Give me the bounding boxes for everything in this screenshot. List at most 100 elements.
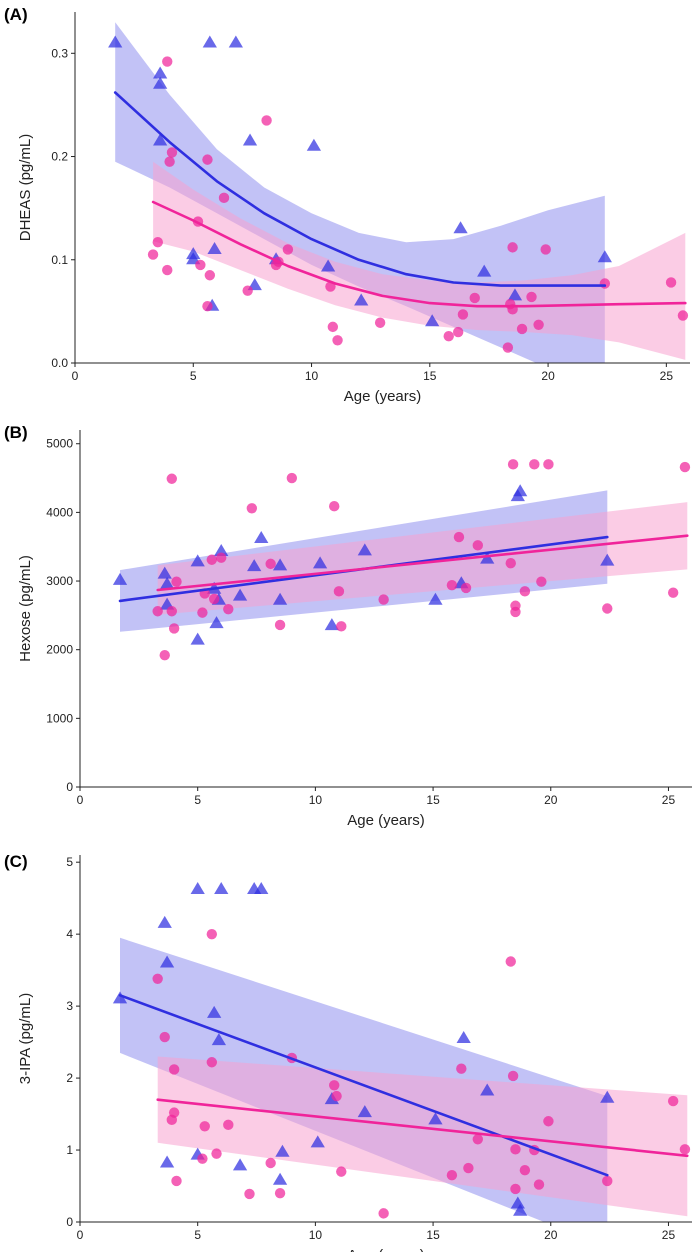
- circle-data-point: [204, 270, 216, 281]
- circle-data-point: [327, 321, 339, 333]
- circle-data-point: [329, 1080, 340, 1091]
- circle-data-point: [223, 1119, 234, 1131]
- circle-data-point: [199, 1121, 210, 1132]
- triangle-data-point: [254, 882, 269, 895]
- circle-data-point: [505, 956, 516, 967]
- circle-data-point: [206, 928, 218, 940]
- triangle-data-point: [207, 1005, 222, 1018]
- circle-series-fit-line: [151, 200, 687, 308]
- circle-data-point: [472, 1134, 483, 1145]
- x-tick-label: 10: [305, 369, 319, 383]
- circle-data-point: [378, 1208, 389, 1219]
- circle-data-point: [265, 558, 276, 570]
- triangle-series-fit-line: [118, 993, 609, 1177]
- circle-data-point: [533, 1179, 545, 1190]
- circle-data-point: [463, 1162, 474, 1174]
- triangle-data-point: [312, 556, 328, 569]
- x-tick-label: 20: [544, 1228, 558, 1242]
- circle-data-point: [206, 1057, 218, 1068]
- circle-data-point: [679, 461, 691, 473]
- triangle-data-point: [207, 241, 222, 254]
- triangle-data-point: [320, 259, 336, 272]
- triangle-data-point: [453, 221, 468, 234]
- circle-series-confidence-band: [157, 502, 688, 615]
- circle-data-point: [502, 342, 514, 353]
- triangle-data-point: [513, 1203, 528, 1216]
- circle-data-point: [529, 459, 540, 470]
- triangle-data-point: [275, 1144, 290, 1157]
- x-tick-label: 0: [77, 1228, 84, 1242]
- circle-data-point: [336, 1166, 347, 1177]
- circle-data-point: [265, 1157, 276, 1169]
- circle-data-point: [677, 310, 689, 321]
- y-axis-title: DHEAS (pg/mL): [17, 134, 34, 242]
- triangle-data-point: [306, 138, 322, 151]
- circle-data-point: [667, 1095, 679, 1107]
- y-tick-label: 2: [66, 1071, 73, 1085]
- triangle-data-point: [600, 1090, 615, 1103]
- circle-data-point: [374, 317, 386, 328]
- x-tick-label: 25: [662, 1228, 676, 1242]
- circle-data-point: [378, 594, 389, 605]
- circle-data-point: [329, 501, 340, 512]
- triangle-data-point: [428, 592, 443, 605]
- y-tick-label: 5: [66, 855, 73, 869]
- y-tick-label: 0.3: [51, 46, 68, 60]
- circle-data-point: [507, 459, 519, 470]
- confidence-bands: [115, 22, 686, 363]
- x-tick-label: 25: [660, 369, 674, 383]
- circle-data-point: [211, 1148, 222, 1159]
- triangle-data-point: [214, 544, 229, 557]
- circle-data-point: [519, 586, 531, 597]
- circle-data-point: [443, 330, 454, 342]
- triangle-data-point: [354, 293, 369, 306]
- circle-data-point: [168, 1107, 180, 1118]
- y-tick-label: 1: [66, 1143, 73, 1157]
- circle-data-point: [516, 323, 528, 335]
- circle-data-point: [206, 554, 218, 565]
- circle-data-point: [202, 154, 213, 165]
- circle-data-point: [456, 1063, 467, 1074]
- circle-data-point: [159, 649, 170, 661]
- circle-data-point: [510, 606, 521, 618]
- circle-data-point: [171, 1175, 182, 1187]
- panel-label: (C): [4, 852, 28, 871]
- triangle-data-point: [357, 1105, 372, 1118]
- circle-data-point: [223, 603, 234, 615]
- y-tick-label: 0.2: [51, 150, 68, 164]
- triangle-data-point: [242, 133, 258, 146]
- circle-data-point: [168, 1064, 180, 1075]
- triangle-data-point: [190, 882, 205, 895]
- circle-data-point: [159, 1031, 170, 1043]
- triangle-data-point: [510, 1196, 525, 1209]
- circle-data-point: [540, 244, 551, 255]
- triangle-data-point: [425, 314, 440, 327]
- x-tick-label: 5: [194, 793, 201, 807]
- triangle-data-point: [272, 1172, 288, 1185]
- panel-label: (A): [4, 5, 28, 24]
- circle-data-point: [472, 540, 483, 551]
- triangle-data-point: [232, 588, 248, 601]
- y-tick-label: 0.1: [51, 253, 68, 267]
- circle-data-point: [286, 472, 298, 484]
- x-tick-label: 10: [309, 793, 323, 807]
- triangle-series-confidence-band: [115, 22, 605, 363]
- circle-data-point: [460, 582, 472, 594]
- y-tick-label: 3000: [46, 574, 73, 588]
- circle-data-point: [543, 1116, 554, 1127]
- x-tick-label: 0: [72, 369, 79, 383]
- circle-data-point: [599, 278, 611, 289]
- circle-data-point: [333, 586, 345, 597]
- x-tick-label: 15: [426, 1228, 440, 1242]
- circle-data-point: [332, 335, 343, 346]
- circle-data-point: [244, 1188, 255, 1200]
- triangle-data-point: [597, 250, 612, 263]
- circle-data-point: [197, 607, 208, 618]
- circle-data-point: [452, 326, 464, 338]
- circle-data-point: [457, 309, 469, 320]
- y-tick-label: 4000: [46, 505, 73, 519]
- circle-data-point: [197, 1153, 208, 1164]
- circle-data-point: [526, 291, 537, 303]
- x-tick-label: 5: [190, 369, 197, 383]
- y-axis-title: Hexose (pg/mL): [17, 555, 34, 662]
